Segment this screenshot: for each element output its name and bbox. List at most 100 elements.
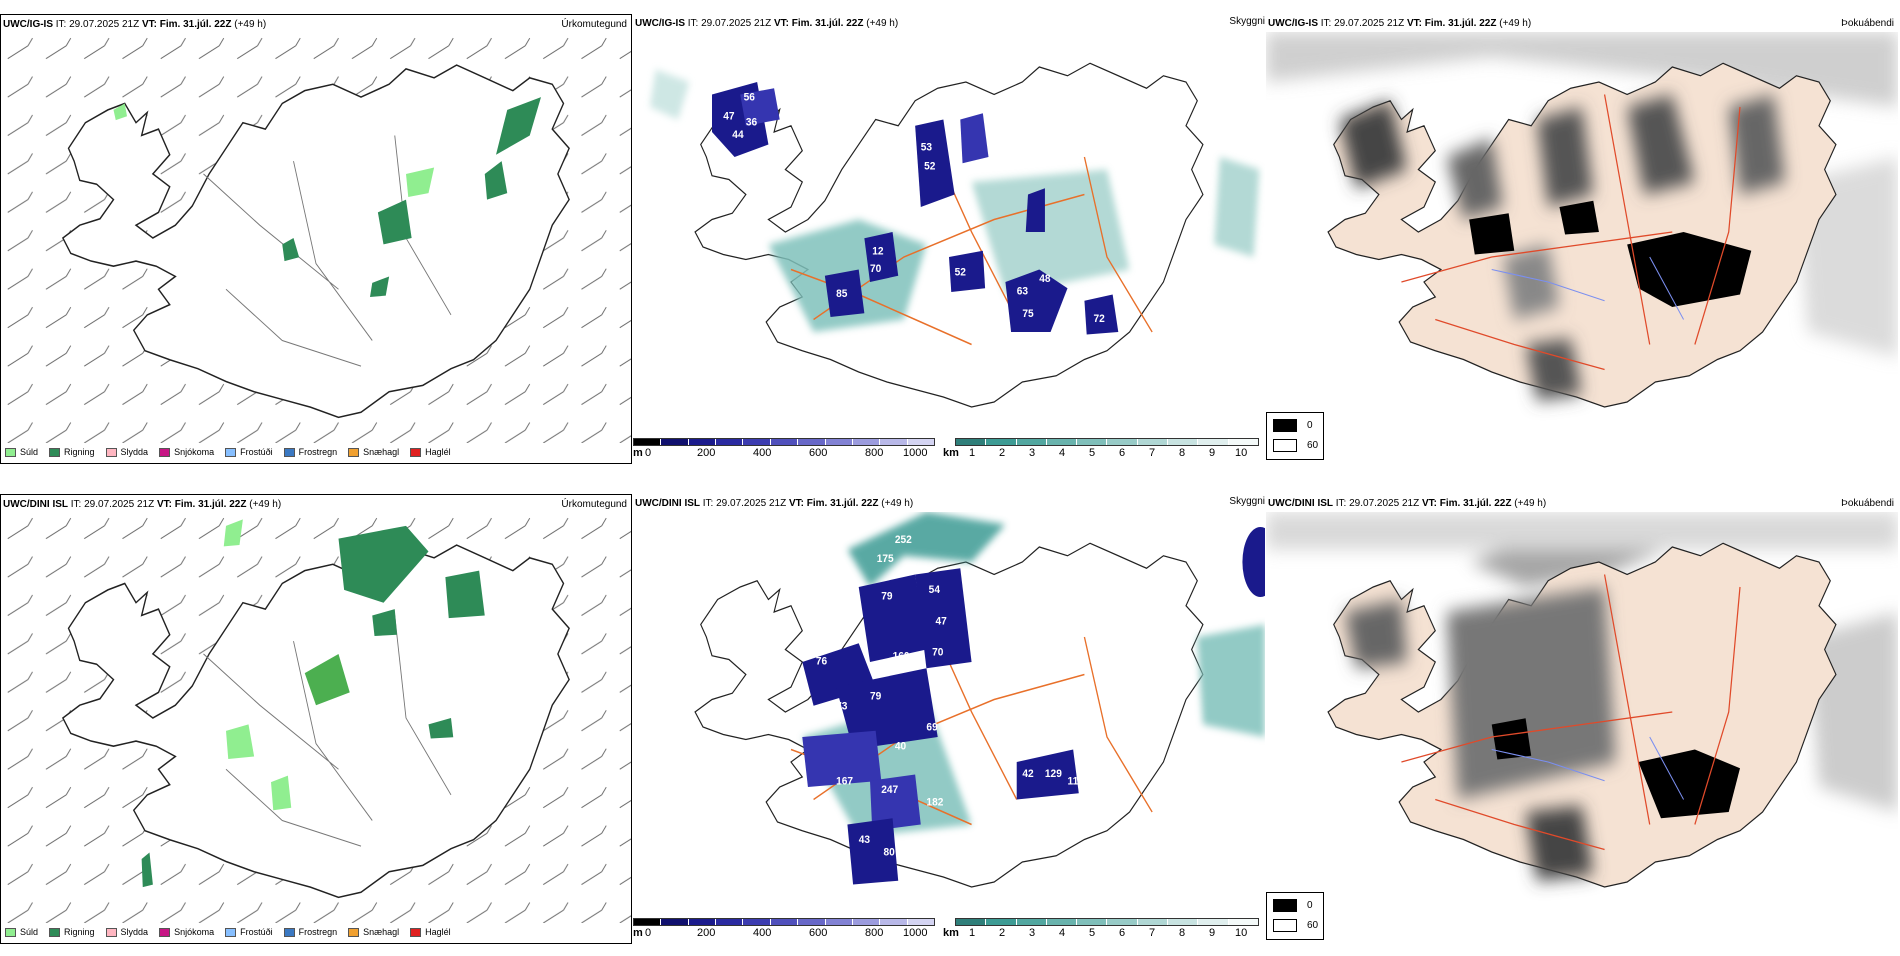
colorbar-tick: 10 [1235,927,1248,939]
cloud-label: 252 [895,534,912,547]
cloud-label: 160 [893,650,910,663]
cloud-label: 316 [870,198,887,211]
cloud-label: 79 [870,690,881,703]
cloud-label: 36 [746,116,757,129]
cloud-label: 70 [870,263,881,276]
legend-label: 0 [1307,420,1313,431]
rain-areas [141,519,485,888]
cloud-base-colorbar: m 0 200 400 600 800 1000 [633,918,935,939]
legend-label: Frostúði [240,927,273,937]
cloud-base-labels: 56 47 44 36 53 52 316 281 12 70 85 52 63… [723,91,1104,325]
legend-label: Snjókoma [174,447,215,457]
colorbar-tick: 1000 [903,927,928,939]
colorbar-tick: 7 [1149,927,1156,939]
panel-type-label: Úrkomutegund [561,499,627,510]
cloud-label: 167 [836,775,853,788]
visibility-colorbar: km 1 2 3 4 5 6 7 8 9 10 [943,438,1259,459]
panel-type-label: Úrkomutegund [561,19,627,30]
colorbar-tick: 1 [969,927,976,939]
cloud-base-labels: 252 175 79 54 47 160 70 76 79 73 40 69 4… [816,534,1084,859]
colorbar-tick: 200 [697,447,716,459]
legend-swatch [1273,419,1297,432]
colorbar-tick: 9 [1209,447,1216,459]
legend-label: Súld [20,927,39,937]
cloud-label: 54 [929,584,940,597]
cloud-label: 56 [744,91,755,104]
colorbar-tick: 5 [1089,447,1096,459]
cloud-label: 47 [723,110,734,123]
colorbar-unit: km [943,927,959,939]
colorbar-tick: 1 [969,447,976,459]
colorbar-tick: 400 [753,927,772,939]
cloud-label: 70 [932,646,943,659]
cloud-label: 85 [836,288,847,301]
cloud-label: 247 [881,784,898,797]
precip-type-panel: UWC/DINI ISL IT: 29.07.2025 21Z VT: Fim.… [0,494,632,944]
legend-swatch [49,927,61,937]
legend-label: Rigning [64,927,95,937]
precip-type-legend: Súld Rigning Slydda Snjókoma Frostúði Fr… [5,927,451,937]
legend-label: Slydda [120,927,149,937]
panel-header: UWC/IG-IS IT: 29.07.2025 21Z VT: Fim. 31… [3,19,267,30]
cloud-label: 52 [924,160,935,173]
cloud-label: 12 [872,245,883,258]
colorbar-tick: 400 [753,447,772,459]
cloud-label: 69 [926,721,937,734]
panel-header: UWC/IG-IS IT: 29.07.2025 21Z VT: Fim. 31… [635,18,899,29]
colorbar-tick: 800 [865,447,884,459]
legend-label: Snæhagl [363,927,400,937]
visibility-map: 252 175 79 54 47 160 70 76 79 73 40 69 4… [694,512,1265,888]
legend-swatch [283,447,295,457]
cloud-label: 53 [921,141,932,154]
legend-label: Snjókoma [174,927,215,937]
fog-map [1266,512,1898,888]
colorbar-unit: m [633,927,643,939]
legend-label: Snæhagl [363,447,400,457]
visibility-map: 56 47 44 36 53 52 316 281 12 70 85 52 63… [649,62,1260,408]
colorbar-tick: 600 [809,447,828,459]
colorbar-tick: 7 [1149,447,1156,459]
legend-label: 60 [1307,440,1319,451]
cloud-label: 52 [955,266,966,279]
colorbar-tick: 6 [1119,447,1126,459]
panel-header: UWC/DINI ISL IT: 29.07.2025 21Z VT: Fim.… [3,499,282,510]
legend-swatch [1273,439,1297,452]
cloud-label: 72 [1093,313,1104,326]
colorbar-tick: 800 [865,927,884,939]
colorbar-unit: km [943,447,959,459]
panel-type-label: Þokuábendi [1841,498,1894,509]
visibility-panel: UWC/IG-IS IT: 29.07.2025 21Z VT: Fim. 31… [633,14,1265,476]
cloud-label: 42 [1022,768,1033,781]
cloud-label: 75 [1022,308,1033,321]
colorbar-tick: 0 [645,927,652,939]
cloud-label: 48 [1039,273,1050,286]
legend-label: 60 [1307,920,1319,931]
colorbar-tick: 9 [1209,927,1216,939]
cloud-label: 44 [732,129,743,142]
cloud-label: 16 [1062,304,1073,317]
legend-swatch [105,927,117,937]
precip-type-map [1,33,631,443]
colorbar-unit: m [633,447,643,459]
visibility-colorbar: km 1 2 3 4 5 6 7 8 9 10 [943,918,1259,939]
legend-swatch [5,447,16,457]
legend-swatch [159,447,171,457]
cloud-label: 79 [881,590,892,603]
cloud-label: 63 [1017,285,1028,298]
cloud-label: 47 [935,615,946,628]
panel-header: UWC/IG-IS IT: 29.07.2025 21Z VT: Fim. 31… [1268,18,1532,29]
legend-swatch [49,447,61,457]
fog-legend: 0 60 [1266,892,1324,940]
colorbar-tick: 4 [1059,447,1066,459]
legend-swatch [410,447,422,457]
legend-swatch [1273,919,1297,932]
legend-label: Slydda [120,447,149,457]
colorbar-tick: 8 [1179,927,1186,939]
legend-label: 0 [1307,900,1313,911]
legend-label: Haglél [425,927,451,937]
legend-swatch [5,927,16,937]
colorbar-tick: 10 [1235,447,1248,459]
cloud-label: 129 [1045,768,1062,781]
legend-label: Frostregn [298,447,338,457]
fog-legend: 0 60 [1266,412,1324,460]
